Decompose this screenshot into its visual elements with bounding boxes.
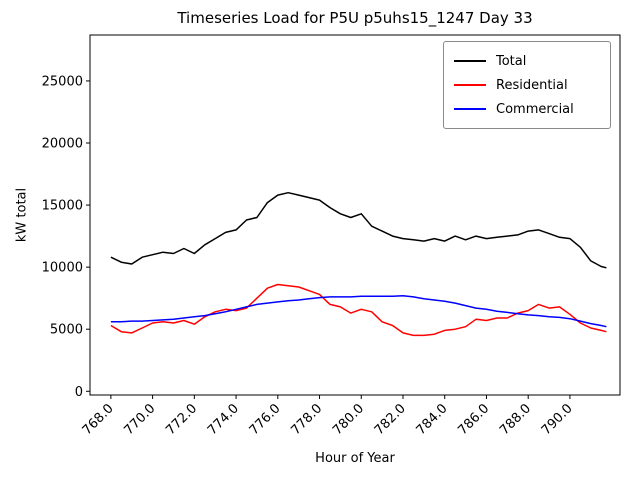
x-tick-label: 774.0 (205, 401, 242, 438)
y-tick-label: 0 (75, 385, 83, 400)
series-line-residential (110, 283, 607, 337)
legend-item-residential: Residential (454, 73, 600, 97)
x-tick-label: 780.0 (330, 401, 367, 438)
y-tick-label: 5000 (50, 323, 83, 338)
y-tick-label: 20000 (42, 137, 83, 152)
legend-swatch (454, 84, 486, 86)
series-line-total (110, 191, 607, 269)
x-tick-label: 772.0 (163, 401, 200, 438)
legend-swatch (454, 60, 486, 62)
x-tick-label: 782.0 (372, 401, 409, 438)
series-line-commercial (110, 294, 607, 328)
legend-item-total: Total (454, 49, 600, 73)
legend-swatch (454, 108, 486, 110)
chart-title: Timeseries Load for P5U p5uhs15_1247 Day… (177, 9, 533, 27)
axes-frame (89, 34, 621, 396)
x-tick-label: 790.0 (539, 401, 576, 438)
x-tick-label: 770.0 (122, 401, 159, 438)
y-tick-label: 25000 (42, 74, 83, 89)
legend-label: Total (496, 53, 527, 69)
y-tick-label: 15000 (42, 199, 83, 214)
x-tick-label: 788.0 (497, 401, 534, 438)
legend: Total Residential Commercial (443, 41, 611, 129)
x-tick-label: 768.0 (80, 401, 117, 438)
legend-label: Residential (496, 77, 568, 93)
x-tick-label: 776.0 (247, 401, 284, 438)
x-tick-label: 784.0 (414, 401, 451, 438)
x-axis-label: Hour of Year (315, 451, 395, 466)
x-tick-label: 786.0 (455, 401, 492, 438)
legend-item-commercial: Commercial (454, 97, 600, 121)
y-tick-label: 10000 (42, 261, 83, 276)
x-tick-label: 778.0 (288, 401, 325, 438)
legend-label: Commercial (496, 101, 574, 117)
